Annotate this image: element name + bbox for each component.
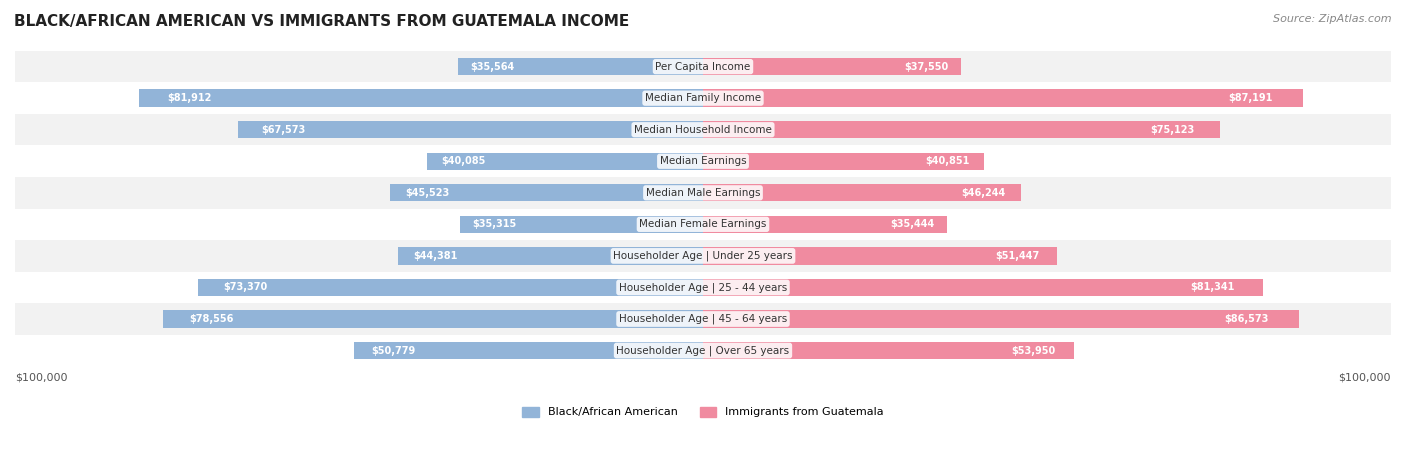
Text: Householder Age | 25 - 44 years: Householder Age | 25 - 44 years: [619, 282, 787, 293]
Bar: [139, 90, 703, 107]
Bar: [703, 153, 984, 170]
Text: Median Family Income: Median Family Income: [645, 93, 761, 103]
Bar: [15, 303, 1391, 335]
Bar: [703, 311, 1299, 328]
Text: $86,573: $86,573: [1225, 314, 1268, 324]
Text: Householder Age | 45 - 64 years: Householder Age | 45 - 64 years: [619, 314, 787, 324]
Bar: [703, 342, 1074, 359]
Text: $35,444: $35,444: [890, 219, 935, 229]
Text: $40,851: $40,851: [925, 156, 970, 166]
Text: $67,573: $67,573: [262, 125, 305, 134]
Text: Median Earnings: Median Earnings: [659, 156, 747, 166]
Bar: [15, 335, 1391, 366]
Bar: [163, 311, 703, 328]
Bar: [703, 247, 1057, 265]
Bar: [703, 279, 1263, 296]
Text: $73,370: $73,370: [224, 283, 267, 292]
Bar: [15, 209, 1391, 240]
Text: Source: ZipAtlas.com: Source: ZipAtlas.com: [1274, 14, 1392, 24]
Text: $75,123: $75,123: [1150, 125, 1194, 134]
Text: $35,564: $35,564: [471, 62, 515, 71]
Bar: [703, 90, 1303, 107]
Text: $81,912: $81,912: [167, 93, 212, 103]
Bar: [703, 184, 1021, 201]
Legend: Black/African American, Immigrants from Guatemala: Black/African American, Immigrants from …: [517, 402, 889, 422]
Text: Householder Age | Under 25 years: Householder Age | Under 25 years: [613, 251, 793, 261]
Bar: [198, 279, 703, 296]
Text: $35,315: $35,315: [472, 219, 516, 229]
Text: $45,523: $45,523: [405, 188, 450, 198]
Bar: [703, 121, 1220, 138]
Bar: [703, 216, 946, 233]
Text: $40,085: $40,085: [441, 156, 485, 166]
Bar: [15, 146, 1391, 177]
Text: $51,447: $51,447: [995, 251, 1039, 261]
Bar: [427, 153, 703, 170]
Bar: [15, 177, 1391, 209]
Text: $46,244: $46,244: [960, 188, 1005, 198]
Bar: [458, 58, 703, 75]
Bar: [15, 114, 1391, 146]
Text: $78,556: $78,556: [190, 314, 233, 324]
Bar: [703, 58, 962, 75]
Text: $100,000: $100,000: [15, 373, 67, 382]
Bar: [398, 247, 703, 265]
Text: Householder Age | Over 65 years: Householder Age | Over 65 years: [616, 345, 790, 356]
Bar: [238, 121, 703, 138]
Text: BLACK/AFRICAN AMERICAN VS IMMIGRANTS FROM GUATEMALA INCOME: BLACK/AFRICAN AMERICAN VS IMMIGRANTS FRO…: [14, 14, 630, 29]
Bar: [15, 240, 1391, 272]
Text: $53,950: $53,950: [1011, 346, 1056, 355]
Text: $37,550: $37,550: [904, 62, 949, 71]
Bar: [460, 216, 703, 233]
Text: $87,191: $87,191: [1229, 93, 1272, 103]
Text: $50,779: $50,779: [371, 346, 415, 355]
Text: Per Capita Income: Per Capita Income: [655, 62, 751, 71]
Text: $100,000: $100,000: [1339, 373, 1391, 382]
Text: Median Male Earnings: Median Male Earnings: [645, 188, 761, 198]
Bar: [354, 342, 703, 359]
Text: $81,341: $81,341: [1191, 283, 1234, 292]
Text: Median Female Earnings: Median Female Earnings: [640, 219, 766, 229]
Bar: [15, 272, 1391, 303]
Text: $44,381: $44,381: [413, 251, 457, 261]
Text: Median Household Income: Median Household Income: [634, 125, 772, 134]
Bar: [15, 51, 1391, 82]
Bar: [15, 82, 1391, 114]
Bar: [389, 184, 703, 201]
